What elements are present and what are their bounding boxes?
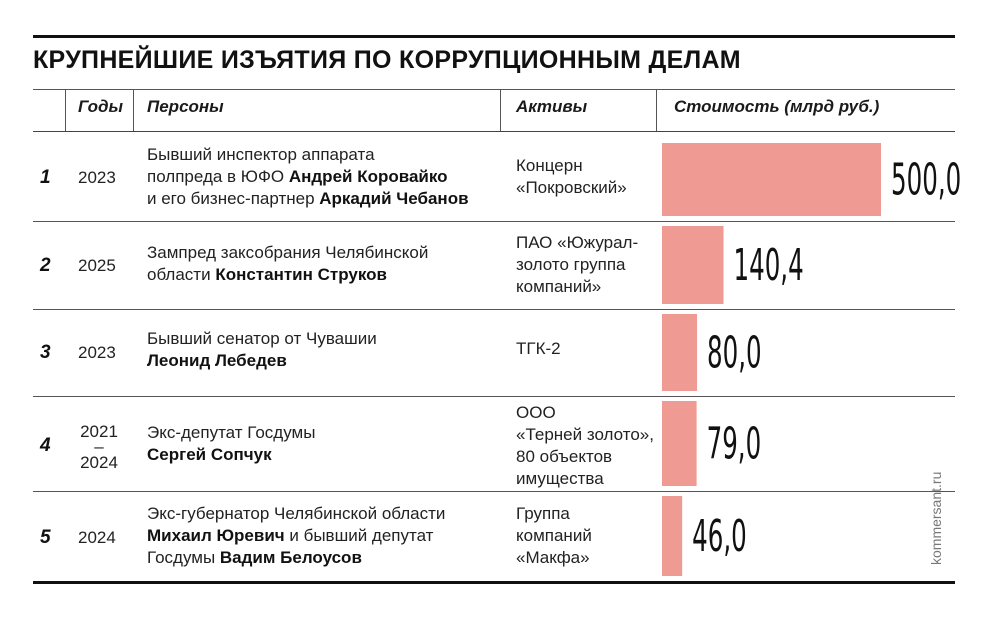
year-to: 2024 bbox=[80, 453, 118, 472]
person-text: и бывший депутат bbox=[284, 526, 434, 545]
rank-number: 4 bbox=[40, 435, 51, 456]
person-text: и его бизнес-партнер bbox=[147, 189, 320, 208]
year-dash: – bbox=[94, 437, 104, 456]
person-line: Бывший сенатор от Чувашии bbox=[147, 328, 377, 350]
bar bbox=[662, 496, 683, 576]
person-name: Михаил Юревич bbox=[147, 526, 285, 545]
person-text: Экс-депутат Госдумы bbox=[147, 423, 316, 442]
rank-number: 1 bbox=[40, 167, 51, 188]
person-line: Госдумы Вадим Белоусов bbox=[147, 547, 445, 569]
person-text: Бывший инспектор аппарата bbox=[147, 145, 375, 164]
person-text: Экс-губернатор Челябинской области bbox=[147, 504, 446, 523]
person-name: Сергей Сопчук bbox=[147, 445, 272, 464]
asset-cell: Группа компаний «Макфа» bbox=[516, 503, 592, 569]
person-cell: Бывший инспектор аппарата полпреда в ЮФО … bbox=[147, 144, 469, 210]
person-line: Леонид Лебедев bbox=[147, 350, 377, 372]
person-name: Леонид Лебедев bbox=[147, 351, 287, 370]
person-text: Зампред заксобрания Челябинской bbox=[147, 243, 429, 262]
top-rule bbox=[33, 35, 955, 38]
person-name: Вадим Белоусов bbox=[219, 548, 362, 567]
person-line: Сергей Сопчук bbox=[147, 444, 315, 466]
header-divider bbox=[133, 89, 134, 131]
row-divider bbox=[33, 309, 955, 310]
person-line: и его бизнес-партнер Аркадий Чебанов bbox=[147, 188, 469, 210]
row-divider bbox=[33, 396, 955, 397]
bar bbox=[662, 401, 697, 486]
person-line: Экс-губернатор Челябинской области bbox=[147, 503, 445, 525]
asset-line: золото группа bbox=[516, 255, 626, 274]
bottom-rule bbox=[33, 581, 955, 584]
person-cell: Зампред заксобрания Челябинской области К… bbox=[147, 242, 428, 286]
asset-line: имущества bbox=[516, 469, 604, 488]
person-line: Экс-депутат Госдумы bbox=[147, 422, 315, 444]
header-years: Годы bbox=[78, 97, 123, 116]
person-text: области bbox=[147, 265, 216, 284]
year-text: 2023 bbox=[78, 168, 116, 187]
header-value: Стоимость (млрд руб.) bbox=[674, 97, 880, 116]
asset-cell: ООО «Терней золото», 80 объектов имущества bbox=[516, 402, 654, 490]
asset-line: Группа bbox=[516, 504, 570, 523]
rank-number: 5 bbox=[40, 527, 51, 548]
header-assets: Активы bbox=[516, 97, 588, 116]
bar-value-label: 500,0 bbox=[891, 154, 961, 206]
bar bbox=[662, 226, 724, 304]
person-line: Зампред заксобрания Челябинской bbox=[147, 242, 428, 264]
year-text: 2024 bbox=[78, 528, 116, 547]
person-cell: Бывший сенатор от Чувашии Леонид Лебедев bbox=[147, 328, 377, 372]
row-divider bbox=[33, 221, 955, 222]
year-text: 2023 bbox=[78, 343, 116, 362]
asset-cell: ПАО «Южурал-золото группа компаний» bbox=[516, 232, 638, 298]
row-divider bbox=[33, 491, 955, 492]
header-divider bbox=[65, 89, 66, 131]
person-text: полпреда в ЮФО bbox=[147, 167, 289, 186]
bar bbox=[662, 143, 881, 216]
year-from: 2021 bbox=[80, 422, 118, 441]
person-name: Константин Струков bbox=[215, 265, 387, 284]
asset-line: ТГК-2 bbox=[516, 339, 561, 358]
person-text: Госдумы bbox=[147, 548, 220, 567]
asset-line: компаний bbox=[516, 526, 592, 545]
person-name: Аркадий Чебанов bbox=[319, 189, 469, 208]
person-text: Бывший сенатор от Чувашии bbox=[147, 329, 377, 348]
header-divider bbox=[500, 89, 501, 131]
person-cell: Экс-губернатор Челябинской области Михаил… bbox=[147, 503, 445, 569]
asset-line: «Терней золото», bbox=[516, 425, 654, 444]
bar-value-label: 79,0 bbox=[707, 418, 762, 470]
header-top-rule bbox=[33, 89, 955, 90]
source-credit: kommersant.ru bbox=[928, 471, 944, 565]
asset-line: Концерн bbox=[516, 156, 583, 175]
asset-line: ПАО «Южурал- bbox=[516, 233, 639, 252]
rank-number: 2 bbox=[40, 255, 51, 276]
asset-line: «Покровский» bbox=[516, 178, 627, 197]
rank-number: 3 bbox=[40, 342, 51, 363]
asset-line: ООО bbox=[516, 403, 556, 422]
asset-line: компаний» bbox=[516, 277, 602, 296]
year-range: 2021 – 2024 bbox=[78, 422, 120, 472]
person-line: области Константин Струков bbox=[147, 264, 428, 286]
asset-cell: Концерн «Покровский» bbox=[516, 155, 627, 199]
person-line: Бывший инспектор аппарата bbox=[147, 144, 469, 166]
asset-line: 80 объектов bbox=[516, 447, 613, 466]
year-text: 2025 bbox=[78, 256, 116, 275]
person-cell: Экс-депутат Госдумы Сергей Сопчук bbox=[147, 422, 315, 466]
person-line: Михаил Юревич и бывший депутат bbox=[147, 525, 445, 547]
header-persons: Персоны bbox=[147, 97, 224, 116]
bar-value-label: 46,0 bbox=[692, 510, 747, 562]
person-line: полпреда в ЮФО Андрей Коровайко bbox=[147, 166, 469, 188]
bar-value-label: 80,0 bbox=[707, 327, 762, 379]
asset-cell: ТГК-2 bbox=[516, 338, 561, 360]
header-divider bbox=[656, 89, 657, 131]
person-name: Андрей Коровайко bbox=[288, 167, 448, 186]
bar bbox=[662, 314, 698, 391]
bar-value-label: 140,4 bbox=[733, 239, 803, 291]
page-title: КРУПНЕЙШИЕ ИЗЪЯТИЯ ПО КОРРУПЦИОННЫМ ДЕЛА… bbox=[33, 46, 741, 74]
asset-line: «Макфа» bbox=[516, 548, 590, 567]
